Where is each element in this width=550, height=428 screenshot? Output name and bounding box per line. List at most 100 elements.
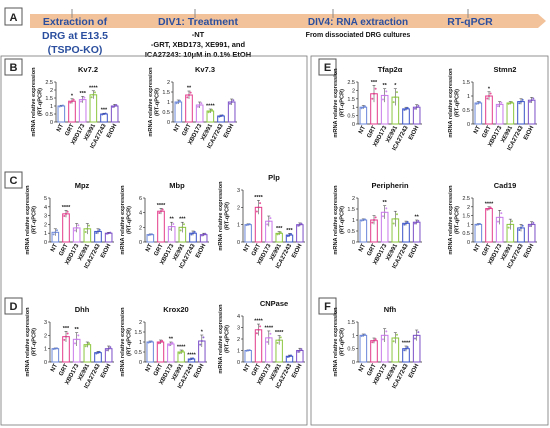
panel-letter-box-d <box>4 297 23 315</box>
data-point <box>507 102 510 105</box>
category-label: NT <box>56 123 65 133</box>
y-tick-label: 0 <box>352 360 355 366</box>
data-point <box>290 354 293 357</box>
data-point <box>405 222 407 225</box>
category-label: EtOH <box>408 125 420 141</box>
data-point <box>189 91 192 94</box>
data-point <box>509 102 512 104</box>
data-point <box>488 95 490 97</box>
y-tick-label: 1.5 <box>45 96 53 102</box>
data-point <box>147 234 150 237</box>
chart-5: Dhh 0 1 2 3 mRNA relative expression(RT-qPCR)… <box>25 305 114 390</box>
data-point <box>157 342 160 345</box>
data-point <box>66 332 69 335</box>
chart-title: Mpz <box>75 181 90 190</box>
data-point <box>54 347 57 350</box>
data-point <box>97 230 99 233</box>
chart-title: Plp <box>268 173 280 182</box>
y-tick-label: 3 <box>44 214 47 220</box>
y-tick-label: 0 <box>467 240 470 246</box>
significance-label: **** <box>254 195 263 201</box>
bar <box>370 340 378 363</box>
data-point <box>181 349 184 352</box>
significance-label: ** <box>169 337 174 343</box>
data-point <box>414 337 417 340</box>
data-point <box>286 355 289 358</box>
chart-7: CNPase 0 1 2 3 4 mRNA relative expression(RT-q… <box>218 299 305 390</box>
data-point <box>255 210 258 213</box>
significance-label: **** <box>157 203 166 209</box>
category-label: EtOH <box>193 363 205 379</box>
data-point <box>63 338 66 341</box>
y-tick-label: 1 <box>352 333 355 339</box>
panel-letter-c: C <box>10 175 18 187</box>
data-point <box>192 357 195 360</box>
bar <box>174 101 183 123</box>
significance-label: *** <box>286 228 293 234</box>
data-point <box>74 342 77 345</box>
data-point <box>497 220 500 223</box>
significance-label: **** <box>62 205 71 211</box>
data-point <box>532 97 535 100</box>
data-point <box>172 222 175 225</box>
data-point <box>92 93 95 96</box>
data-point <box>103 113 105 115</box>
category-label: EtOH <box>523 125 535 141</box>
y-tick-label: 1 <box>44 231 47 237</box>
y-tick-label: 0 <box>44 360 47 366</box>
y-tick-label: 2 <box>237 205 240 211</box>
data-point <box>75 226 78 229</box>
data-point <box>98 350 101 353</box>
data-point <box>104 112 107 115</box>
step-3-title: DIV4: RNA extraction <box>308 17 408 28</box>
chart-3: Mbp 0 2 4 6 mRNA relative expression(RT-qPCR)… <box>120 181 209 270</box>
y-tick-label: 0.5 <box>347 114 355 120</box>
y-tick-label: 0 <box>44 240 47 246</box>
significance-label: **** <box>275 330 284 336</box>
right-panels-frame <box>310 55 549 426</box>
data-point <box>403 349 406 352</box>
data-point <box>169 228 172 231</box>
category-label: NT <box>145 363 154 373</box>
data-point <box>417 219 420 222</box>
significance-label: **** <box>254 319 263 325</box>
chart-10: Peripherin 0 0.5 1 1.5 2 mRNA relative express… <box>333 181 422 270</box>
category-label: GRT <box>59 243 70 257</box>
step-4-title: RT-qPCR <box>447 16 493 28</box>
y-tick-label: 2 <box>139 225 142 231</box>
category-label: NT <box>243 243 252 253</box>
data-point <box>509 223 512 226</box>
data-point <box>86 227 89 230</box>
y-tick-label: 0 <box>352 122 355 128</box>
chart-title: Kv7.2 <box>78 65 98 74</box>
data-point <box>186 96 189 99</box>
data-point <box>297 224 300 227</box>
data-point <box>75 338 78 341</box>
data-point <box>190 233 193 236</box>
data-point <box>230 101 233 103</box>
panel-letter-box-c <box>4 171 23 189</box>
data-point <box>180 351 183 353</box>
data-point <box>199 343 202 346</box>
y-tick-label: 2 <box>467 205 470 211</box>
data-point <box>475 102 478 105</box>
panel-letter-b: B <box>10 62 18 74</box>
significance-label: ** <box>383 83 388 89</box>
y-axis-label: mRNA relative expression(RT-qPCR) <box>120 185 133 255</box>
data-point <box>486 208 489 211</box>
category-label: EtOH <box>223 123 235 139</box>
data-point <box>518 102 521 105</box>
data-point <box>86 343 89 346</box>
y-tick-label: 1.5 <box>134 330 142 336</box>
category-label: GRT <box>251 243 262 257</box>
data-point <box>267 336 270 339</box>
data-point <box>403 223 406 226</box>
data-point <box>385 330 388 333</box>
data-point <box>60 105 63 107</box>
data-point <box>300 348 303 351</box>
data-point <box>394 217 397 220</box>
y-tick-label: 2 <box>167 80 170 86</box>
data-point <box>106 349 109 352</box>
y-tick-label: 3 <box>44 320 47 326</box>
